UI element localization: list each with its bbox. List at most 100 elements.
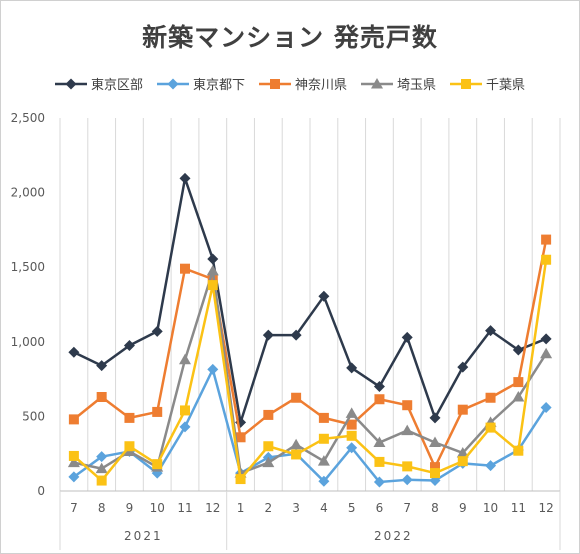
data-point bbox=[402, 461, 413, 472]
data-point bbox=[457, 456, 468, 467]
data-point bbox=[401, 474, 413, 486]
data-point bbox=[346, 419, 357, 430]
data-point bbox=[290, 329, 302, 341]
legend-label: 埼玉県 bbox=[397, 78, 437, 93]
data-point bbox=[290, 438, 303, 450]
data-point bbox=[180, 263, 190, 274]
data-point bbox=[291, 392, 302, 403]
x-tick-label: 12 bbox=[205, 501, 220, 515]
data-point bbox=[207, 363, 219, 375]
data-point bbox=[317, 455, 330, 466]
y-tick-label: 1,500 bbox=[11, 260, 45, 274]
data-point bbox=[291, 449, 302, 460]
x-tick-label: 11 bbox=[511, 501, 526, 515]
data-point bbox=[67, 456, 80, 468]
legend-label: 東京区部 bbox=[90, 78, 143, 93]
legend-label: 千葉県 bbox=[486, 78, 526, 93]
data-point bbox=[318, 475, 330, 487]
legend-item: 東京区部 bbox=[54, 74, 143, 93]
data-point bbox=[207, 253, 219, 265]
data-point bbox=[124, 412, 135, 423]
data-point bbox=[485, 325, 497, 337]
data-point bbox=[179, 353, 191, 365]
x-tick-label: 12 bbox=[538, 501, 553, 515]
data-point bbox=[540, 333, 552, 345]
data-point bbox=[541, 254, 552, 265]
data-point bbox=[123, 340, 135, 352]
data-point bbox=[429, 436, 441, 448]
y-tick-label: 2,000 bbox=[11, 186, 45, 200]
chart-title: 新築マンション 発売戸数 bbox=[142, 23, 438, 52]
data-point bbox=[485, 460, 497, 472]
data-point bbox=[318, 290, 330, 302]
data-point bbox=[269, 78, 280, 89]
data-point bbox=[68, 414, 79, 425]
series-line bbox=[73, 177, 547, 424]
legend-item: 神奈川県 bbox=[258, 74, 347, 93]
legend-label: 神奈川県 bbox=[294, 78, 347, 93]
year-label: 2022 bbox=[374, 529, 413, 543]
x-tick-label: 5 bbox=[348, 501, 356, 515]
data-point bbox=[263, 409, 274, 420]
data-point bbox=[235, 474, 246, 485]
x-tick-label: 2 bbox=[265, 501, 273, 515]
year-label: 2021 bbox=[124, 529, 163, 543]
x-tick-label: 7 bbox=[403, 501, 411, 515]
data-point bbox=[513, 377, 524, 388]
legend-swatch bbox=[450, 78, 483, 89]
x-tick-label: 4 bbox=[320, 501, 328, 515]
data-point bbox=[167, 78, 179, 89]
data-point bbox=[512, 391, 525, 402]
legend-item: 東京都下 bbox=[156, 74, 245, 93]
legend-item: 埼玉県 bbox=[361, 74, 436, 93]
data-point bbox=[373, 436, 386, 448]
legend-swatch bbox=[361, 77, 393, 88]
data-point bbox=[68, 471, 80, 483]
data-point bbox=[318, 433, 329, 444]
legend: 東京区部 東京都下 神奈川県 埼玉県 千葉県 bbox=[0, 74, 580, 93]
data-point bbox=[371, 77, 383, 88]
data-point bbox=[401, 424, 414, 436]
data-point bbox=[457, 361, 469, 373]
data-point bbox=[346, 442, 358, 454]
legend-label: 東京都下 bbox=[192, 78, 245, 93]
data-point bbox=[124, 441, 135, 452]
x-tick-label: 8 bbox=[98, 501, 106, 515]
data-point bbox=[263, 441, 274, 452]
data-point bbox=[485, 392, 496, 403]
data-point bbox=[235, 432, 246, 443]
data-point bbox=[485, 422, 496, 433]
y-tick-label: 0 bbox=[37, 484, 45, 498]
data-point bbox=[65, 78, 77, 89]
data-point bbox=[374, 456, 385, 467]
data-point bbox=[96, 360, 108, 372]
data-point bbox=[456, 446, 469, 458]
x-tick-label: 9 bbox=[459, 501, 467, 515]
data-point bbox=[345, 407, 358, 418]
data-point bbox=[512, 344, 524, 356]
data-point bbox=[540, 401, 552, 413]
data-point bbox=[262, 456, 275, 468]
x-tick-label: 6 bbox=[376, 501, 384, 515]
data-point bbox=[513, 445, 524, 456]
data-point bbox=[430, 462, 440, 473]
data-point bbox=[346, 430, 357, 441]
data-point bbox=[401, 331, 413, 343]
x-tick-label: 10 bbox=[150, 501, 165, 515]
data-point bbox=[95, 462, 108, 474]
data-point bbox=[96, 475, 107, 486]
y-tick-label: 500 bbox=[22, 409, 45, 423]
data-point bbox=[373, 381, 385, 393]
data-point bbox=[96, 392, 107, 403]
x-tick-label: 10 bbox=[483, 501, 498, 515]
data-point bbox=[430, 468, 440, 479]
data-point bbox=[179, 172, 191, 184]
data-point bbox=[151, 325, 163, 337]
y-tick-label: 1,000 bbox=[11, 335, 45, 349]
data-point bbox=[152, 459, 163, 470]
data-point bbox=[318, 412, 329, 423]
data-point bbox=[68, 450, 79, 461]
legend-item: 千葉県 bbox=[450, 74, 525, 93]
data-point bbox=[541, 234, 552, 245]
x-tick-label: 9 bbox=[126, 501, 134, 515]
